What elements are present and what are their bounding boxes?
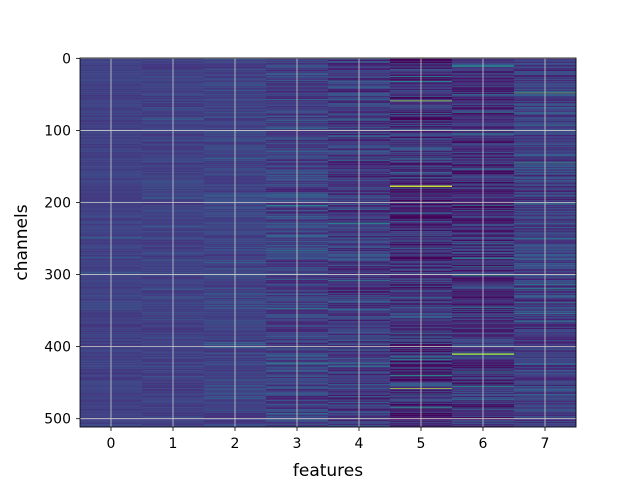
- y-tick-label: 400: [44, 340, 71, 356]
- x-tick-label: 4: [355, 436, 364, 452]
- x-tick-label: 1: [169, 436, 178, 452]
- x-axis-label: features: [293, 461, 363, 480]
- grid-lines: [80, 57, 576, 427]
- y-tick-label: 100: [44, 123, 71, 139]
- x-axis: 0 1 2 3 4 5 6 7: [107, 427, 550, 452]
- plot-frame: [79, 57, 577, 428]
- y-tick-label: 0: [62, 51, 71, 67]
- y-tick-label: 500: [44, 412, 71, 428]
- x-tick-label: 3: [293, 436, 302, 452]
- y-tick-label: 300: [44, 268, 71, 284]
- x-tick-label: 5: [417, 436, 426, 452]
- x-tick-label: 2: [231, 436, 240, 452]
- x-tick-label: 6: [479, 436, 488, 452]
- x-tick-label: 0: [107, 436, 116, 452]
- x-tick-label: 7: [541, 436, 550, 452]
- plot-area: [80, 58, 577, 428]
- y-axis-label: channels: [12, 204, 32, 280]
- y-tick-label: 200: [44, 196, 71, 212]
- y-axis: 0 100 200 300 400 500: [44, 51, 80, 428]
